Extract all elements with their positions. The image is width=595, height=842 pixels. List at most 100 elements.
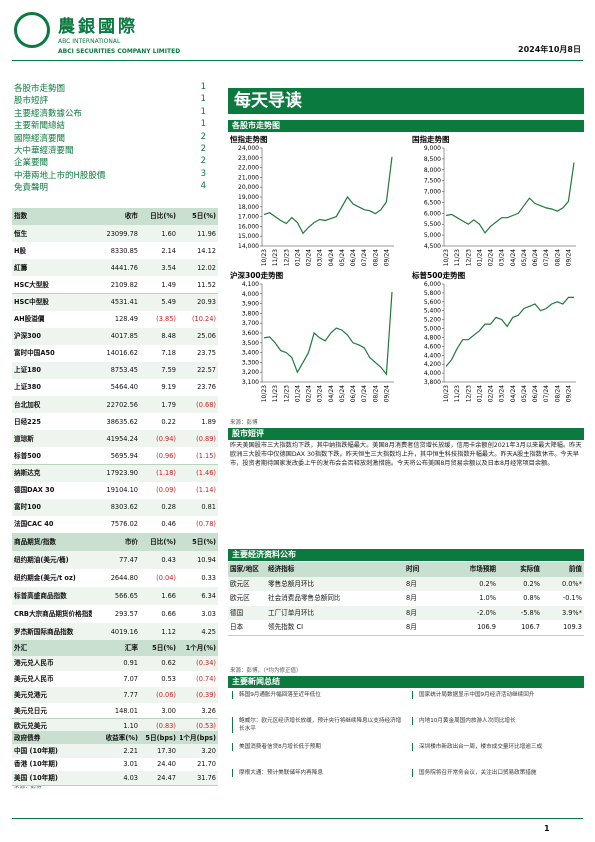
cell: 美元兑日元 xyxy=(14,706,47,715)
cell: 22.57 xyxy=(197,366,216,375)
cell: 欧元区 xyxy=(230,579,250,588)
cell: 3.54 xyxy=(161,263,176,272)
cell: 7.18 xyxy=(161,349,176,358)
x-tick-label: 02/24 xyxy=(306,249,313,266)
toc-page: 1 xyxy=(200,94,206,105)
y-tick-label: 17,000 xyxy=(238,214,259,221)
cell: 日经225 xyxy=(14,417,41,426)
toc-leader xyxy=(84,107,199,120)
cell: 零售总额月环比 xyxy=(268,579,315,588)
cell: (1.15) xyxy=(196,451,216,460)
cell: 恒生 xyxy=(14,229,28,238)
cell: 109.3 xyxy=(563,623,582,632)
toc-leader xyxy=(67,82,199,95)
toc-item: 主要經濟數據公布 1 xyxy=(14,106,206,120)
header-cell: 收市 xyxy=(124,212,138,221)
y-tick-label: 7,500 xyxy=(424,178,441,185)
x-tick-label: 12/23 xyxy=(465,385,472,402)
cell: 2.21 xyxy=(123,746,138,755)
y-tick-label: 4,100 xyxy=(242,281,259,288)
x-tick-label: 12/23 xyxy=(283,385,290,402)
cell: 上证180 xyxy=(14,366,41,375)
y-tick-label: 8,000 xyxy=(424,167,441,174)
toc-leader xyxy=(50,94,199,107)
x-tick-label: 04/24 xyxy=(510,249,517,266)
x-tick-label: 09/24 xyxy=(565,249,572,266)
toc-page: 3 xyxy=(200,168,206,179)
rule xyxy=(12,818,583,819)
chart-title: 标普500走势图 xyxy=(411,270,466,280)
y-tick-label: 6,000 xyxy=(424,281,441,288)
news-item: 国务院将召开常务会议，关注出口贸易政策措施 xyxy=(412,769,585,777)
y-tick-label: 19,000 xyxy=(238,194,259,201)
y-tick-label: 5,600 xyxy=(424,299,441,306)
x-tick-label: 07/24 xyxy=(543,385,550,402)
cell: 纳斯达克 xyxy=(14,468,41,477)
toc-item: 國際經濟要聞 2 xyxy=(14,132,206,144)
toc-label: 各股市走勢圖 xyxy=(14,84,66,94)
x-tick-label: 05/24 xyxy=(339,385,346,402)
cell: 上证380 xyxy=(14,383,41,392)
cell: 工厂订单月环比 xyxy=(268,608,315,617)
x-tick-label: 02/24 xyxy=(488,249,495,266)
cell: 社会消费品零售总额同比 xyxy=(268,594,341,603)
x-tick-label: 08/24 xyxy=(554,385,561,402)
y-tick-label: 23,000 xyxy=(238,155,259,162)
cell: 2644.80 xyxy=(110,573,138,582)
cell: 38635.62 xyxy=(106,417,138,426)
cell: 25.06 xyxy=(197,332,216,341)
y-tick-label: 5,400 xyxy=(424,308,441,315)
cell: 富时中国A50 xyxy=(14,349,55,358)
toc-page: 2 xyxy=(200,143,206,154)
cell: (0.74) xyxy=(196,675,216,684)
x-tick-label: 11/23 xyxy=(454,249,461,266)
cell: 21.70 xyxy=(197,760,216,769)
header-cell: 日比(%) xyxy=(150,212,176,221)
x-tick-label: 12/23 xyxy=(283,249,290,266)
header-cell: 5日(%) xyxy=(192,212,216,221)
y-tick-label: 3,500 xyxy=(242,340,259,347)
x-tick-label: 07/24 xyxy=(361,249,368,266)
x-tick-label: 10/23 xyxy=(261,249,268,266)
cell: 0.2% xyxy=(523,579,540,588)
cell: 3.26 xyxy=(201,706,216,715)
x-tick-label: 01/24 xyxy=(476,249,483,266)
chart: 国指走势图 4,500 5,000 5,500 6,000 6,500 7,000 7,500… xyxy=(412,134,576,266)
cell: -0.1% xyxy=(562,594,582,603)
cell: (0.68) xyxy=(196,400,216,409)
cell: 法国CAC 40 xyxy=(14,520,54,529)
y-tick-label: 4,000 xyxy=(424,370,441,377)
x-tick-label: 10/23 xyxy=(443,249,450,266)
cell: 沪深300 xyxy=(14,332,41,341)
cell: 台北加权 xyxy=(14,400,41,409)
y-tick-label: 14,000 xyxy=(238,243,259,250)
cell: (0.04) xyxy=(156,573,176,582)
cell: 23099.78 xyxy=(106,229,138,238)
cell: 0.62 xyxy=(161,659,176,668)
x-tick-label: 07/24 xyxy=(361,385,368,402)
cell: (1.18) xyxy=(156,468,176,477)
cell: 8753.45 xyxy=(110,366,138,375)
header-cell: 5日(%) xyxy=(152,643,176,652)
cell: 24.47 xyxy=(157,773,176,782)
toc-page: 4 xyxy=(200,181,206,192)
cell: 8月 xyxy=(406,579,417,588)
y-tick-label: 5,000 xyxy=(424,326,441,333)
toc-page: 1 xyxy=(200,106,206,117)
y-tick-label: 22,000 xyxy=(238,165,259,172)
cell: 106.7 xyxy=(521,623,540,632)
cell: 41954.24 xyxy=(106,434,138,443)
y-tick-label: 6,000 xyxy=(424,210,441,217)
cell: 1.12 xyxy=(161,627,176,636)
toc-label: 免責聲明 xyxy=(14,183,49,194)
cell: 8303.62 xyxy=(110,503,138,512)
y-tick-label: 21,000 xyxy=(238,174,259,181)
y-tick-label: 5,500 xyxy=(424,221,441,228)
y-tick-label: 3,800 xyxy=(242,310,259,317)
cell: -5.8% xyxy=(520,608,540,617)
header-cell: 实际值 xyxy=(520,565,540,574)
toc-label: 中港兩地上市的H股股價 xyxy=(14,170,106,181)
toc-leader xyxy=(75,144,199,157)
cell: (0.96) xyxy=(156,451,176,460)
line xyxy=(445,162,575,234)
